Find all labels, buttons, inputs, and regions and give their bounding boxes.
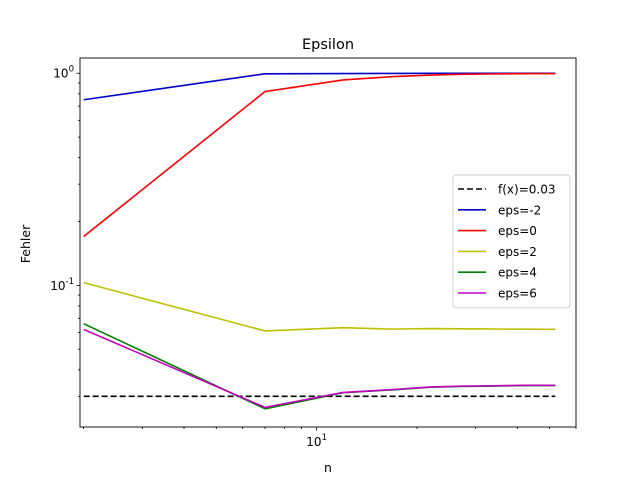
x-axis-label: n [324, 460, 332, 475]
x-axis: 101 [83, 427, 577, 449]
legend-label: eps=6 [498, 287, 537, 301]
legend: f(x)=0.03 eps=-2 eps=0 eps=2 eps=4 eps=6 [452, 174, 571, 309]
series-line-2 [83, 72, 556, 238]
plot-lines [83, 72, 556, 410]
legend-label: f(x)=0.03 [498, 183, 555, 197]
plot-frame [79, 57, 577, 428]
series-line-5 [83, 328, 556, 409]
legend-box [452, 174, 571, 309]
y-axis-label: Fehler [18, 224, 33, 263]
y-tick-label: 10-1 [50, 277, 74, 293]
y-axis: 10-1 100 [50, 65, 80, 397]
x-tick-label: 101 [306, 433, 327, 449]
legend-label: eps=-2 [498, 203, 541, 217]
legend-label: eps=2 [498, 245, 537, 259]
y-tick-label: 100 [53, 65, 74, 81]
legend-label: eps=0 [498, 224, 537, 238]
legend-label: eps=4 [498, 266, 537, 280]
series-line-3 [83, 281, 556, 332]
chart-title: Epsilon [302, 37, 354, 53]
